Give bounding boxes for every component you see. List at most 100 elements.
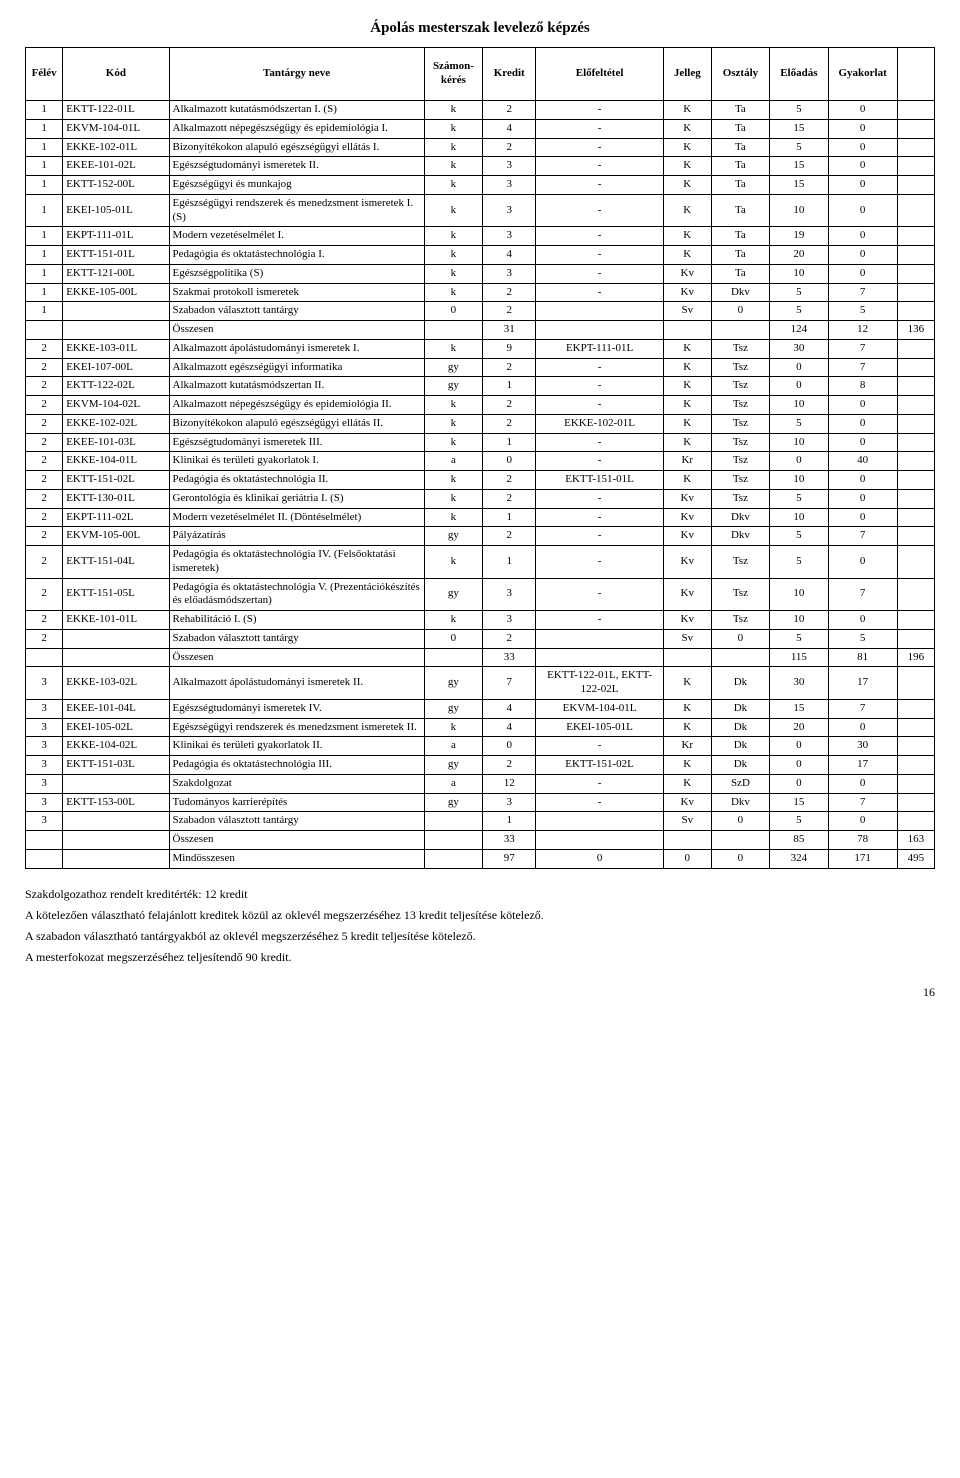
cell: 4 — [483, 718, 536, 737]
cell: Kv — [663, 611, 711, 630]
cell: EKTT-153-00L — [63, 793, 169, 812]
cell: 3 — [26, 756, 63, 775]
cell: EKEI-107-00L — [63, 358, 169, 377]
cell: gy — [424, 527, 482, 546]
cell: Ta — [711, 176, 769, 195]
cell — [424, 812, 482, 831]
cell: Ta — [711, 119, 769, 138]
cell: Tsz — [711, 339, 769, 358]
footer-note: A mesterfokozat megszerzéséhez teljesíte… — [25, 950, 935, 965]
cell: Ta — [711, 138, 769, 157]
cell: EKKE-102-01L — [536, 414, 664, 433]
cell: k — [424, 611, 482, 630]
cell: 1 — [26, 302, 63, 321]
cell: - — [536, 774, 664, 793]
cell: k — [424, 246, 482, 265]
cell: 2 — [483, 302, 536, 321]
cell: Klinikai és területi gyakorlatok I. — [169, 452, 424, 471]
cell: 1 — [483, 433, 536, 452]
cell: 2 — [26, 414, 63, 433]
cell — [63, 831, 169, 850]
cell: Kr — [663, 737, 711, 756]
cell — [897, 283, 934, 302]
summary-row: Mindösszesen97000324171495 — [26, 849, 935, 868]
cell: 2 — [26, 489, 63, 508]
cell — [711, 648, 769, 667]
cell: 1 — [483, 377, 536, 396]
cell: - — [536, 377, 664, 396]
cell: 0 — [828, 157, 897, 176]
table-row: 2EKPT-111-02LModern vezetéselmélet II. (… — [26, 508, 935, 527]
cell — [897, 157, 934, 176]
cell: 115 — [770, 648, 828, 667]
cell — [897, 433, 934, 452]
cell: 4 — [483, 119, 536, 138]
cell: k — [424, 339, 482, 358]
cell: Modern vezetéselmélet I. — [169, 227, 424, 246]
cell: 2 — [26, 508, 63, 527]
cell — [663, 321, 711, 340]
cell — [63, 849, 169, 868]
cell: 3 — [483, 578, 536, 611]
cell: 1 — [26, 264, 63, 283]
cell: Dk — [711, 718, 769, 737]
col-header: Tantárgy neve — [169, 48, 424, 101]
cell — [536, 321, 664, 340]
cell: Tsz — [711, 452, 769, 471]
cell: Egészségügyi és munkajog — [169, 176, 424, 195]
cell: 2 — [26, 452, 63, 471]
cell: Egészségtudományi ismeretek II. — [169, 157, 424, 176]
cell — [897, 377, 934, 396]
cell: - — [536, 157, 664, 176]
table-row: 3Szabadon választott tantárgy1Sv050 — [26, 812, 935, 831]
cell: 2 — [483, 471, 536, 490]
table-row: 2EKTT-151-04LPedagógia és oktatástechnol… — [26, 546, 935, 579]
cell: 0 — [828, 433, 897, 452]
cell: k — [424, 396, 482, 415]
cell: 0 — [828, 119, 897, 138]
cell: 0 — [770, 358, 828, 377]
cell: Szabadon választott tantárgy — [169, 629, 424, 648]
cell: Tsz — [711, 358, 769, 377]
cell: K — [663, 246, 711, 265]
cell: 33 — [483, 831, 536, 850]
cell: EKKE-102-01L — [63, 138, 169, 157]
cell: 10 — [770, 396, 828, 415]
cell: 10 — [770, 578, 828, 611]
cell: Sv — [663, 629, 711, 648]
cell: EKKE-104-02L — [63, 737, 169, 756]
cell: 2 — [26, 578, 63, 611]
cell — [63, 321, 169, 340]
cell: 17 — [828, 667, 897, 700]
cell: k — [424, 489, 482, 508]
cell — [897, 629, 934, 648]
cell — [536, 648, 664, 667]
cell: Tsz — [711, 489, 769, 508]
cell: Dk — [711, 737, 769, 756]
cell: 5 — [770, 283, 828, 302]
cell: k — [424, 157, 482, 176]
cell: Alkalmazott kutatásmódszertan II. — [169, 377, 424, 396]
cell: k — [424, 414, 482, 433]
table-row: 2EKKE-104-01LKlinikai és területi gyakor… — [26, 452, 935, 471]
cell: - — [536, 489, 664, 508]
summary-row: Összesen3311581196 — [26, 648, 935, 667]
cell: gy — [424, 377, 482, 396]
cell: EKTT-151-03L — [63, 756, 169, 775]
cell: EKTT-151-04L — [63, 546, 169, 579]
cell: 10 — [770, 433, 828, 452]
cell — [424, 831, 482, 850]
cell — [897, 119, 934, 138]
table-row: 3EKTT-153-00LTudományos karrierépítésgy3… — [26, 793, 935, 812]
cell: 19 — [770, 227, 828, 246]
cell: Alkalmazott ápolástudományi ismeretek II… — [169, 667, 424, 700]
cell: 7 — [828, 793, 897, 812]
table-row: 1EKTT-121-00LEgészségpolitika (S)k3-KvTa… — [26, 264, 935, 283]
cell: 1 — [26, 246, 63, 265]
cell: Tsz — [711, 611, 769, 630]
cell: Klinikai és területi gyakorlatok II. — [169, 737, 424, 756]
cell: k — [424, 283, 482, 302]
table-row: 2EKTT-130-01LGerontológia és klinikai ge… — [26, 489, 935, 508]
cell — [63, 629, 169, 648]
cell: K — [663, 433, 711, 452]
